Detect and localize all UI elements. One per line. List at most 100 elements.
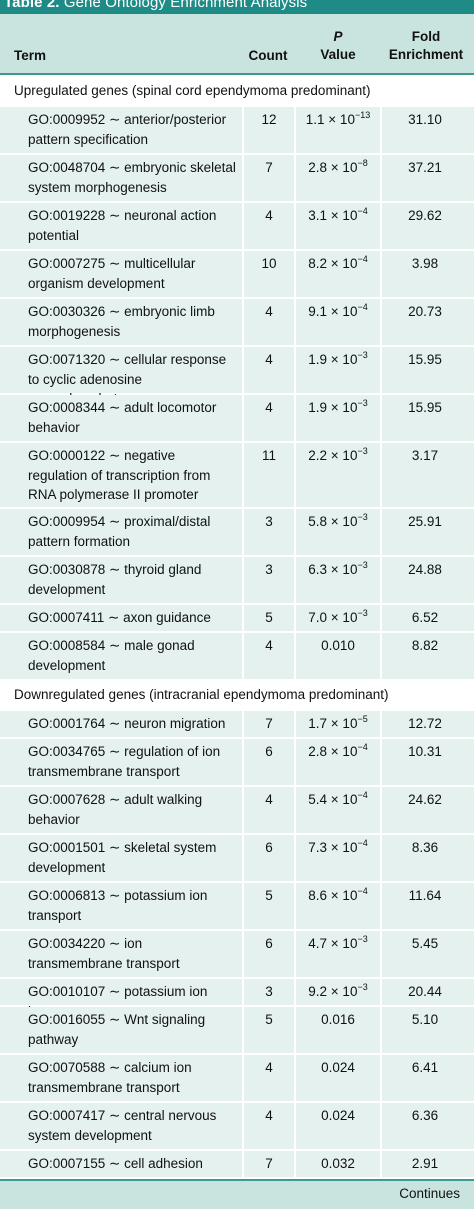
go-term-cell: GO:0007417 ∼ central nervous system deve… (0, 1103, 242, 1149)
count-cell: 12 (244, 107, 294, 153)
column-header-p-symbol: P (333, 29, 343, 44)
fold-enrichment-cell: 25.91 (382, 509, 474, 555)
section-header: Downregulated genes (intracranial ependy… (0, 679, 474, 709)
go-term-cell: GO:0001764 ∼ neuron migration (0, 711, 242, 737)
count-cell: 7 (244, 1151, 294, 1177)
go-term-cell: GO:0007411 ∼ axon guidance (0, 605, 242, 631)
p-value-exponent: −3 (357, 608, 368, 618)
table-row: GO:0007628 ∼ adult walking behavior 4 5.4 … (0, 785, 474, 833)
p-value-mantissa: 9.2 (308, 984, 328, 999)
table-row: GO:0071320 ∼ cellular response to cyclic… (0, 345, 474, 406)
p-value-mantissa: 1.7 (308, 716, 328, 731)
table-row: GO:0007275 ∼ multicellular organism deve… (0, 249, 474, 297)
section-header: Upregulated genes (spinal cord ependymom… (0, 75, 474, 105)
column-header-fold-line2: Enrichment (388, 47, 464, 62)
p-value-exponent: −8 (357, 158, 368, 168)
table-row: GO:0019228 ∼ neuronal action potential 4 3… (0, 201, 474, 249)
count-cell: 7 (244, 155, 294, 201)
p-value-cell: 0.032 (296, 1151, 380, 1177)
go-term-cell: GO:0048704 ∼ embryonic skeletal system m… (0, 155, 242, 201)
table-row: GO:0001501 ∼ skeletal system development… (0, 833, 474, 881)
column-header-fold-enrichment: Fold Enrichment (382, 28, 470, 64)
p-value-cell: 9.2 × 10−3 (296, 979, 380, 1005)
fold-enrichment-cell: 12.72 (382, 711, 474, 737)
go-term-cell: GO:0008344 ∼ adult locomotor behavior (0, 395, 242, 441)
go-term-cell: GO:0007155 ∼ cell adhesion (0, 1151, 242, 1177)
table-row: GO:0034220 ∼ ion transmembrane transport… (0, 929, 474, 977)
count-cell: 4 (244, 395, 294, 441)
p-value-mantissa: 2.8 (308, 160, 328, 175)
count-cell: 5 (244, 1007, 294, 1053)
p-value-cell: 2.8 × 10−8 (296, 155, 380, 201)
p-value-mantissa: 8.2 (308, 256, 328, 271)
fold-enrichment-cell: 5.45 (382, 931, 474, 977)
table-row: GO:0007417 ∼ central nervous system deve… (0, 1101, 474, 1149)
fold-enrichment-cell: 6.52 (382, 605, 474, 631)
p-value-exponent: −3 (357, 560, 368, 570)
table-row: GO:0009954 ∼ proximal/distal pattern for… (0, 507, 474, 555)
fold-enrichment-cell: 8.36 (382, 835, 474, 881)
table-row: GO:0070588 ∼ calcium ion transmembrane t… (0, 1053, 474, 1101)
p-value-text: 0.024 (321, 1108, 355, 1123)
p-value-cell: 1.7 × 10−5 (296, 711, 380, 737)
p-value-cell: 1.9 × 10−3 (296, 347, 380, 393)
p-value-cell: 2.8 × 10−4 (296, 739, 380, 785)
count-cell: 5 (244, 605, 294, 631)
table-row: GO:0010107 ∼ potassium ion import39.2 × … (0, 977, 474, 1019)
go-term-cell: GO:0000122 ∼ negative regulation of tran… (0, 443, 242, 507)
p-value-cell: 1.1 × 10−13 (296, 107, 380, 153)
count-cell: 4 (244, 633, 294, 679)
go-term-cell: GO:0009952 ∼ anterior/posterior pattern … (0, 107, 242, 153)
table-row: GO:0030878 ∼ thyroid gland development 3 6… (0, 555, 474, 603)
fold-enrichment-cell: 10.31 (382, 739, 474, 785)
table-row: GO:0007411 ∼ axon guidance 5 7.0 × 10−3 6.5… (0, 603, 474, 631)
p-value-text: 0.024 (321, 1060, 355, 1075)
p-value-mantissa: 2.2 (308, 448, 328, 463)
count-cell: 7 (244, 711, 294, 737)
fold-enrichment-cell: 37.21 (382, 155, 474, 201)
p-value-cell: 3.1 × 10−4 (296, 203, 380, 249)
p-value-mantissa: 1.9 (308, 352, 328, 367)
count-cell: 3 (244, 509, 294, 555)
go-term-cell: GO:0008584 ∼ male gonad development (0, 633, 242, 679)
go-term-cell: GO:0034765 ∼ regulation of ion transmemb… (0, 739, 242, 785)
table-header: Term Count P Value Fold Enrichment (0, 14, 474, 75)
fold-enrichment-cell: 15.95 (382, 395, 474, 441)
table-row: GO:0006813 ∼ potassium ion transport 5 8.6… (0, 881, 474, 929)
p-value-mantissa: 1.1 (305, 112, 325, 127)
go-term-cell: GO:0009954 ∼ proximal/distal pattern for… (0, 509, 242, 555)
p-value-mantissa: 5.4 (308, 792, 328, 807)
go-term-cell: GO:0001501 ∼ skeletal system development (0, 835, 242, 881)
p-value-mantissa: 8.6 (308, 888, 328, 903)
fold-enrichment-cell: 8.82 (382, 633, 474, 679)
go-term-cell: GO:0007628 ∼ adult walking behavior (0, 787, 242, 833)
p-value-cell: 2.2 × 10−3 (296, 443, 380, 507)
p-value-exponent: −3 (357, 512, 368, 522)
go-term-cell: GO:0010107 ∼ potassium ion import (0, 979, 242, 1019)
go-term-cell: GO:0006813 ∼ potassium ion transport (0, 883, 242, 929)
p-value-cell: 8.2 × 10−4 (296, 251, 380, 297)
count-cell: 6 (244, 931, 294, 977)
column-header-p-label: Value (320, 47, 356, 62)
table-row: GO:0008344 ∼ adult locomotor behavior 4 1.… (0, 393, 474, 441)
p-value-exponent: −13 (354, 110, 371, 120)
p-value-exponent: −3 (357, 446, 368, 456)
table-row: GO:0030326 ∼ embryonic limb morphogenesi… (0, 297, 474, 345)
go-term-cell: GO:0030326 ∼ embryonic limb morphogenesi… (0, 299, 242, 345)
count-cell: 3 (244, 557, 294, 603)
column-header-count: Count (248, 48, 288, 63)
count-cell: 4 (244, 347, 294, 393)
count-cell: 4 (244, 299, 294, 345)
count-cell: 6 (244, 835, 294, 881)
fold-enrichment-cell: 3.98 (382, 251, 474, 297)
p-value-exponent: −4 (357, 254, 368, 264)
table-row: GO:0008584 ∼ male gonad development 4 0.01… (0, 631, 474, 679)
p-value-cell: 0.024 (296, 1055, 380, 1101)
count-cell: 4 (244, 1103, 294, 1149)
fold-enrichment-cell: 20.44 (382, 979, 474, 1005)
p-value-exponent: −3 (357, 982, 368, 992)
table-row: GO:0048704 ∼ embryonic skeletal system m… (0, 153, 474, 201)
p-value-exponent: −3 (357, 350, 368, 360)
count-cell: 4 (244, 1055, 294, 1101)
p-value-cell: 9.1 × 10−4 (296, 299, 380, 345)
